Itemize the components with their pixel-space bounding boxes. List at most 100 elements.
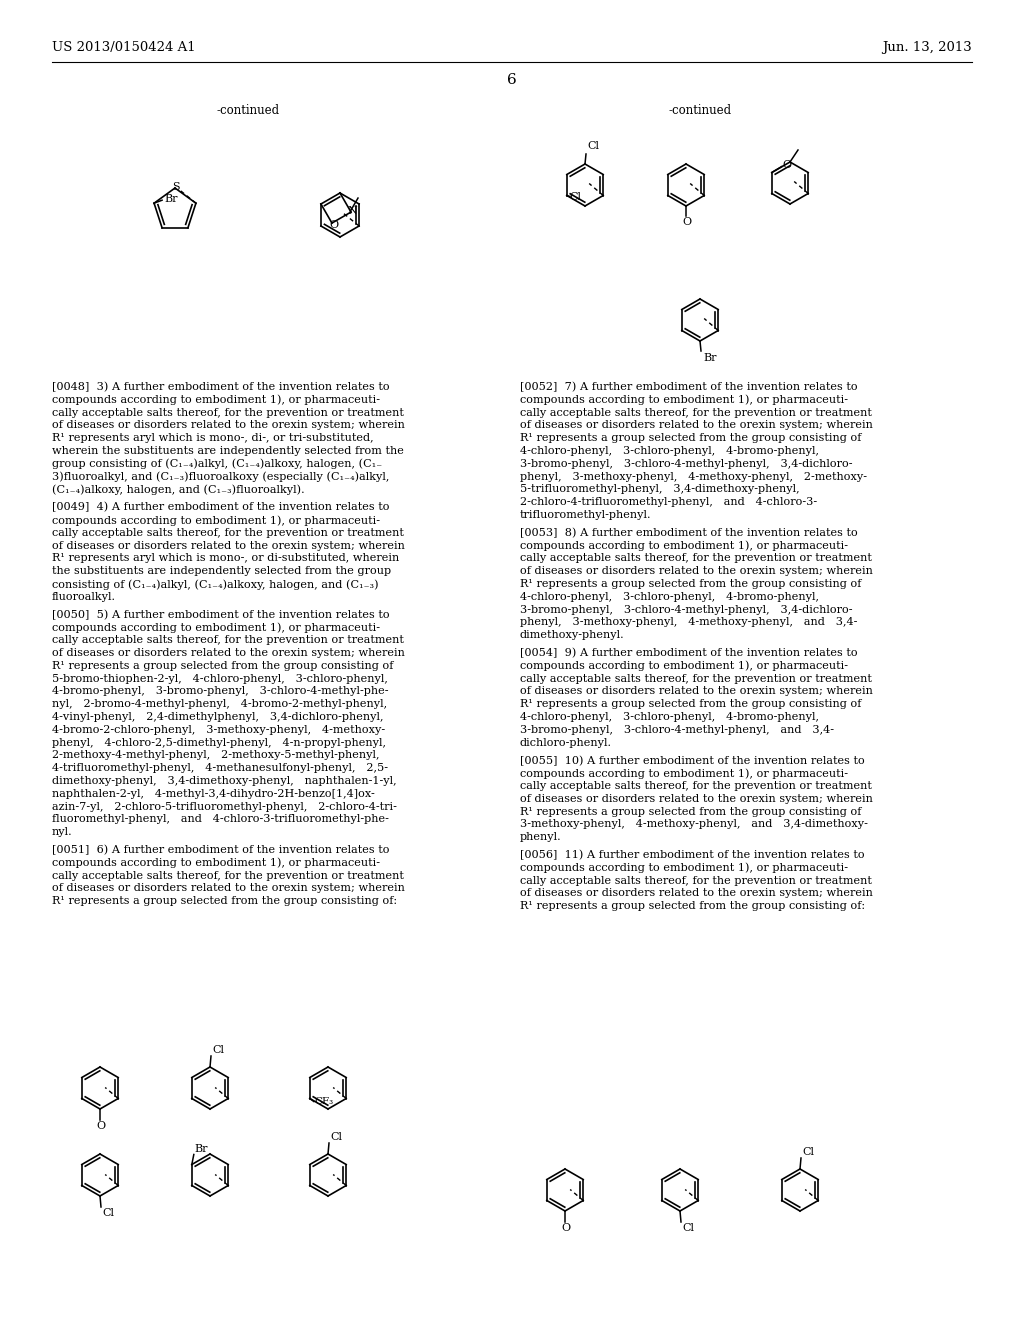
Text: [0055]  10) A further embodiment of the invention relates to: [0055] 10) A further embodiment of the i… (520, 755, 864, 766)
Text: compounds according to embodiment 1), or pharmaceuti-: compounds according to embodiment 1), or… (520, 661, 848, 672)
Text: 3-methoxy-phenyl,   4-methoxy-phenyl,   and   3,4-dimethoxy-: 3-methoxy-phenyl, 4-methoxy-phenyl, and … (520, 820, 868, 829)
Text: Cl: Cl (587, 141, 599, 150)
Text: R¹ represents a group selected from the group consisting of: R¹ represents a group selected from the … (520, 579, 861, 589)
Text: phenyl,   4-chloro-2,5-dimethyl-phenyl,   4-n-propyl-phenyl,: phenyl, 4-chloro-2,5-dimethyl-phenyl, 4-… (52, 738, 386, 747)
Text: Jun. 13, 2013: Jun. 13, 2013 (883, 41, 972, 54)
Text: 3)fluoroalkyl, and (C₁₋₃)fluoroalkoxy (especially (C₁₋₄)alkyl,: 3)fluoroalkyl, and (C₁₋₃)fluoroalkoxy (e… (52, 471, 389, 482)
Text: phenyl.: phenyl. (520, 832, 561, 842)
Text: R¹ represents a group selected from the group consisting of:: R¹ represents a group selected from the … (520, 902, 865, 911)
Text: of diseases or disorders related to the orexin system; wherein: of diseases or disorders related to the … (52, 420, 404, 430)
Text: azin-7-yl,   2-chloro-5-trifluoromethyl-phenyl,   2-chloro-4-tri-: azin-7-yl, 2-chloro-5-trifluoromethyl-ph… (52, 801, 397, 812)
Text: 4-bromo-phenyl,   3-bromo-phenyl,   3-chloro-4-methyl-phe-: 4-bromo-phenyl, 3-bromo-phenyl, 3-chloro… (52, 686, 388, 697)
Text: cally acceptable salts thereof, for the prevention or treatment: cally acceptable salts thereof, for the … (520, 408, 871, 417)
Text: fluoromethyl-phenyl,   and   4-chloro-3-trifluoromethyl-phe-: fluoromethyl-phenyl, and 4-chloro-3-trif… (52, 814, 389, 825)
Text: 3-bromo-phenyl,   3-chloro-4-methyl-phenyl,   3,4-dichloro-: 3-bromo-phenyl, 3-chloro-4-methyl-phenyl… (520, 605, 853, 615)
Text: fluoroalkyl.: fluoroalkyl. (52, 591, 116, 602)
Text: of diseases or disorders related to the orexin system; wherein: of diseases or disorders related to the … (520, 686, 872, 697)
Text: 4-chloro-phenyl,   3-chloro-phenyl,   4-bromo-phenyl,: 4-chloro-phenyl, 3-chloro-phenyl, 4-brom… (520, 591, 819, 602)
Text: Cl: Cl (569, 193, 582, 202)
Text: R¹ represents a group selected from the group consisting of: R¹ represents a group selected from the … (520, 433, 861, 444)
Text: compounds according to embodiment 1), or pharmaceuti-: compounds according to embodiment 1), or… (520, 863, 848, 874)
Text: [0053]  8) A further embodiment of the invention relates to: [0053] 8) A further embodiment of the in… (520, 528, 858, 539)
Text: (C₁₋₄)alkoxy, halogen, and (C₁₋₃)fluoroalkyl).: (C₁₋₄)alkoxy, halogen, and (C₁₋₃)fluoroa… (52, 484, 304, 495)
Text: Br: Br (195, 1143, 208, 1154)
Text: R¹ represents aryl which is mono-, di-, or tri-substituted,: R¹ represents aryl which is mono-, di-, … (52, 433, 374, 444)
Text: 3-bromo-phenyl,   3-chloro-4-methyl-phenyl,   3,4-dichloro-: 3-bromo-phenyl, 3-chloro-4-methyl-phenyl… (520, 459, 853, 469)
Text: Cl: Cl (682, 1224, 694, 1233)
Text: compounds according to embodiment 1), or pharmaceuti-: compounds according to embodiment 1), or… (52, 623, 380, 634)
Text: [0054]  9) A further embodiment of the invention relates to: [0054] 9) A further embodiment of the in… (520, 648, 858, 659)
Text: compounds according to embodiment 1), or pharmaceuti-: compounds according to embodiment 1), or… (52, 395, 380, 405)
Text: Cl: Cl (330, 1133, 342, 1142)
Text: the substituents are independently selected from the group: the substituents are independently selec… (52, 566, 391, 577)
Text: of diseases or disorders related to the orexin system; wherein: of diseases or disorders related to the … (520, 793, 872, 804)
Text: cally acceptable salts thereof, for the prevention or treatment: cally acceptable salts thereof, for the … (52, 635, 403, 645)
Text: cally acceptable salts thereof, for the prevention or treatment: cally acceptable salts thereof, for the … (520, 781, 871, 791)
Text: of diseases or disorders related to the orexin system; wherein: of diseases or disorders related to the … (52, 883, 404, 894)
Text: R¹ represents a group selected from the group consisting of:: R¹ represents a group selected from the … (52, 896, 397, 907)
Text: US 2013/0150424 A1: US 2013/0150424 A1 (52, 41, 196, 54)
Text: group consisting of (C₁₋₄)alkyl, (C₁₋₄)alkoxy, halogen, (C₁₋: group consisting of (C₁₋₄)alkyl, (C₁₋₄)a… (52, 459, 382, 470)
Text: dimethoxy-phenyl.: dimethoxy-phenyl. (520, 630, 625, 640)
Text: 4-vinyl-phenyl,   2,4-dimethylphenyl,   3,4-dichloro-phenyl,: 4-vinyl-phenyl, 2,4-dimethylphenyl, 3,4-… (52, 711, 384, 722)
Text: Cl: Cl (212, 1045, 224, 1055)
Text: R¹ represents aryl which is mono-, or di-substituted, wherein: R¹ represents aryl which is mono-, or di… (52, 553, 399, 564)
Text: O: O (782, 161, 792, 170)
Text: R¹ represents a group selected from the group consisting of: R¹ represents a group selected from the … (52, 661, 393, 671)
Text: nyl,   2-bromo-4-methyl-phenyl,   4-bromo-2-methyl-phenyl,: nyl, 2-bromo-4-methyl-phenyl, 4-bromo-2-… (52, 700, 387, 709)
Text: dichloro-phenyl.: dichloro-phenyl. (520, 738, 612, 747)
Text: Br: Br (703, 352, 717, 363)
Text: phenyl,   3-methoxy-phenyl,   4-methoxy-phenyl,   2-methoxy-: phenyl, 3-methoxy-phenyl, 4-methoxy-phen… (520, 471, 867, 482)
Text: of diseases or disorders related to the orexin system; wherein: of diseases or disorders related to the … (52, 541, 404, 550)
Text: consisting of (C₁₋₄)alkyl, (C₁₋₄)alkoxy, halogen, and (C₁₋₃): consisting of (C₁₋₄)alkyl, (C₁₋₄)alkoxy,… (52, 579, 379, 590)
Text: Cl: Cl (802, 1147, 814, 1158)
Text: 2-chloro-4-trifluoromethyl-phenyl,   and   4-chloro-3-: 2-chloro-4-trifluoromethyl-phenyl, and 4… (520, 498, 817, 507)
Text: R¹ represents a group selected from the group consisting of: R¹ represents a group selected from the … (520, 700, 861, 709)
Text: -continued: -continued (669, 103, 731, 116)
Text: 4-trifluoromethyl-phenyl,   4-methanesulfonyl-phenyl,   2,5-: 4-trifluoromethyl-phenyl, 4-methanesulfo… (52, 763, 388, 774)
Text: compounds according to embodiment 1), or pharmaceuti-: compounds according to embodiment 1), or… (52, 515, 380, 525)
Text: dimethoxy-phenyl,   3,4-dimethoxy-phenyl,   naphthalen-1-yl,: dimethoxy-phenyl, 3,4-dimethoxy-phenyl, … (52, 776, 396, 785)
Text: -continued: -continued (216, 103, 280, 116)
Text: 5-bromo-thiophen-2-yl,   4-chloro-phenyl,   3-chloro-phenyl,: 5-bromo-thiophen-2-yl, 4-chloro-phenyl, … (52, 673, 388, 684)
Text: R¹ represents a group selected from the group consisting of: R¹ represents a group selected from the … (520, 807, 861, 817)
Text: 3-bromo-phenyl,   3-chloro-4-methyl-phenyl,   and   3,4-: 3-bromo-phenyl, 3-chloro-4-methyl-phenyl… (520, 725, 834, 735)
Text: cally acceptable salts thereof, for the prevention or treatment: cally acceptable salts thereof, for the … (520, 673, 871, 684)
Text: cally acceptable salts thereof, for the prevention or treatment: cally acceptable salts thereof, for the … (520, 875, 871, 886)
Text: cally acceptable salts thereof, for the prevention or treatment: cally acceptable salts thereof, for the … (520, 553, 871, 564)
Text: 4-chloro-phenyl,   3-chloro-phenyl,   4-bromo-phenyl,: 4-chloro-phenyl, 3-chloro-phenyl, 4-brom… (520, 446, 819, 455)
Text: [0048]  3) A further embodiment of the invention relates to: [0048] 3) A further embodiment of the in… (52, 381, 389, 392)
Text: CF₃: CF₃ (314, 1097, 334, 1106)
Text: naphthalen-2-yl,   4-methyl-3,4-dihydro-2H-benzo[1,4]ox-: naphthalen-2-yl, 4-methyl-3,4-dihydro-2H… (52, 789, 375, 799)
Text: 2-methoxy-4-methyl-phenyl,   2-methoxy-5-methyl-phenyl,: 2-methoxy-4-methyl-phenyl, 2-methoxy-5-m… (52, 750, 380, 760)
Text: [0052]  7) A further embodiment of the invention relates to: [0052] 7) A further embodiment of the in… (520, 381, 858, 392)
Text: of diseases or disorders related to the orexin system; wherein: of diseases or disorders related to the … (520, 420, 872, 430)
Text: compounds according to embodiment 1), or pharmaceuti-: compounds according to embodiment 1), or… (520, 395, 848, 405)
Text: 4-bromo-2-chloro-phenyl,   3-methoxy-phenyl,   4-methoxy-: 4-bromo-2-chloro-phenyl, 3-methoxy-pheny… (52, 725, 385, 735)
Text: cally acceptable salts thereof, for the prevention or treatment: cally acceptable salts thereof, for the … (52, 408, 403, 417)
Text: Cl: Cl (102, 1208, 114, 1218)
Text: compounds according to embodiment 1), or pharmaceuti-: compounds according to embodiment 1), or… (52, 858, 380, 869)
Text: [0050]  5) A further embodiment of the invention relates to: [0050] 5) A further embodiment of the in… (52, 610, 389, 620)
Text: O: O (682, 216, 691, 227)
Text: cally acceptable salts thereof, for the prevention or treatment: cally acceptable salts thereof, for the … (52, 528, 403, 537)
Text: of diseases or disorders related to the orexin system; wherein: of diseases or disorders related to the … (52, 648, 404, 657)
Text: [0051]  6) A further embodiment of the invention relates to: [0051] 6) A further embodiment of the in… (52, 845, 389, 855)
Text: 6: 6 (507, 73, 517, 87)
Text: O: O (561, 1224, 570, 1233)
Text: of diseases or disorders related to the orexin system; wherein: of diseases or disorders related to the … (520, 888, 872, 899)
Text: cally acceptable salts thereof, for the prevention or treatment: cally acceptable salts thereof, for the … (52, 871, 403, 880)
Text: 5-trifluoromethyl-phenyl,   3,4-dimethoxy-phenyl,: 5-trifluoromethyl-phenyl, 3,4-dimethoxy-… (520, 484, 800, 495)
Text: [0049]  4) A further embodiment of the invention relates to: [0049] 4) A further embodiment of the in… (52, 502, 389, 512)
Text: Br: Br (164, 194, 177, 205)
Text: O: O (330, 220, 339, 230)
Text: S: S (172, 182, 180, 191)
Text: [0056]  11) A further embodiment of the invention relates to: [0056] 11) A further embodiment of the i… (520, 850, 864, 861)
Text: wherein the substituents are independently selected from the: wherein the substituents are independent… (52, 446, 403, 455)
Text: 4-chloro-phenyl,   3-chloro-phenyl,   4-bromo-phenyl,: 4-chloro-phenyl, 3-chloro-phenyl, 4-brom… (520, 711, 819, 722)
Text: of diseases or disorders related to the orexin system; wherein: of diseases or disorders related to the … (520, 566, 872, 577)
Text: nyl.: nyl. (52, 828, 73, 837)
Text: compounds according to embodiment 1), or pharmaceuti-: compounds according to embodiment 1), or… (520, 541, 848, 552)
Text: N: N (347, 206, 357, 216)
Text: compounds according to embodiment 1), or pharmaceuti-: compounds according to embodiment 1), or… (520, 768, 848, 779)
